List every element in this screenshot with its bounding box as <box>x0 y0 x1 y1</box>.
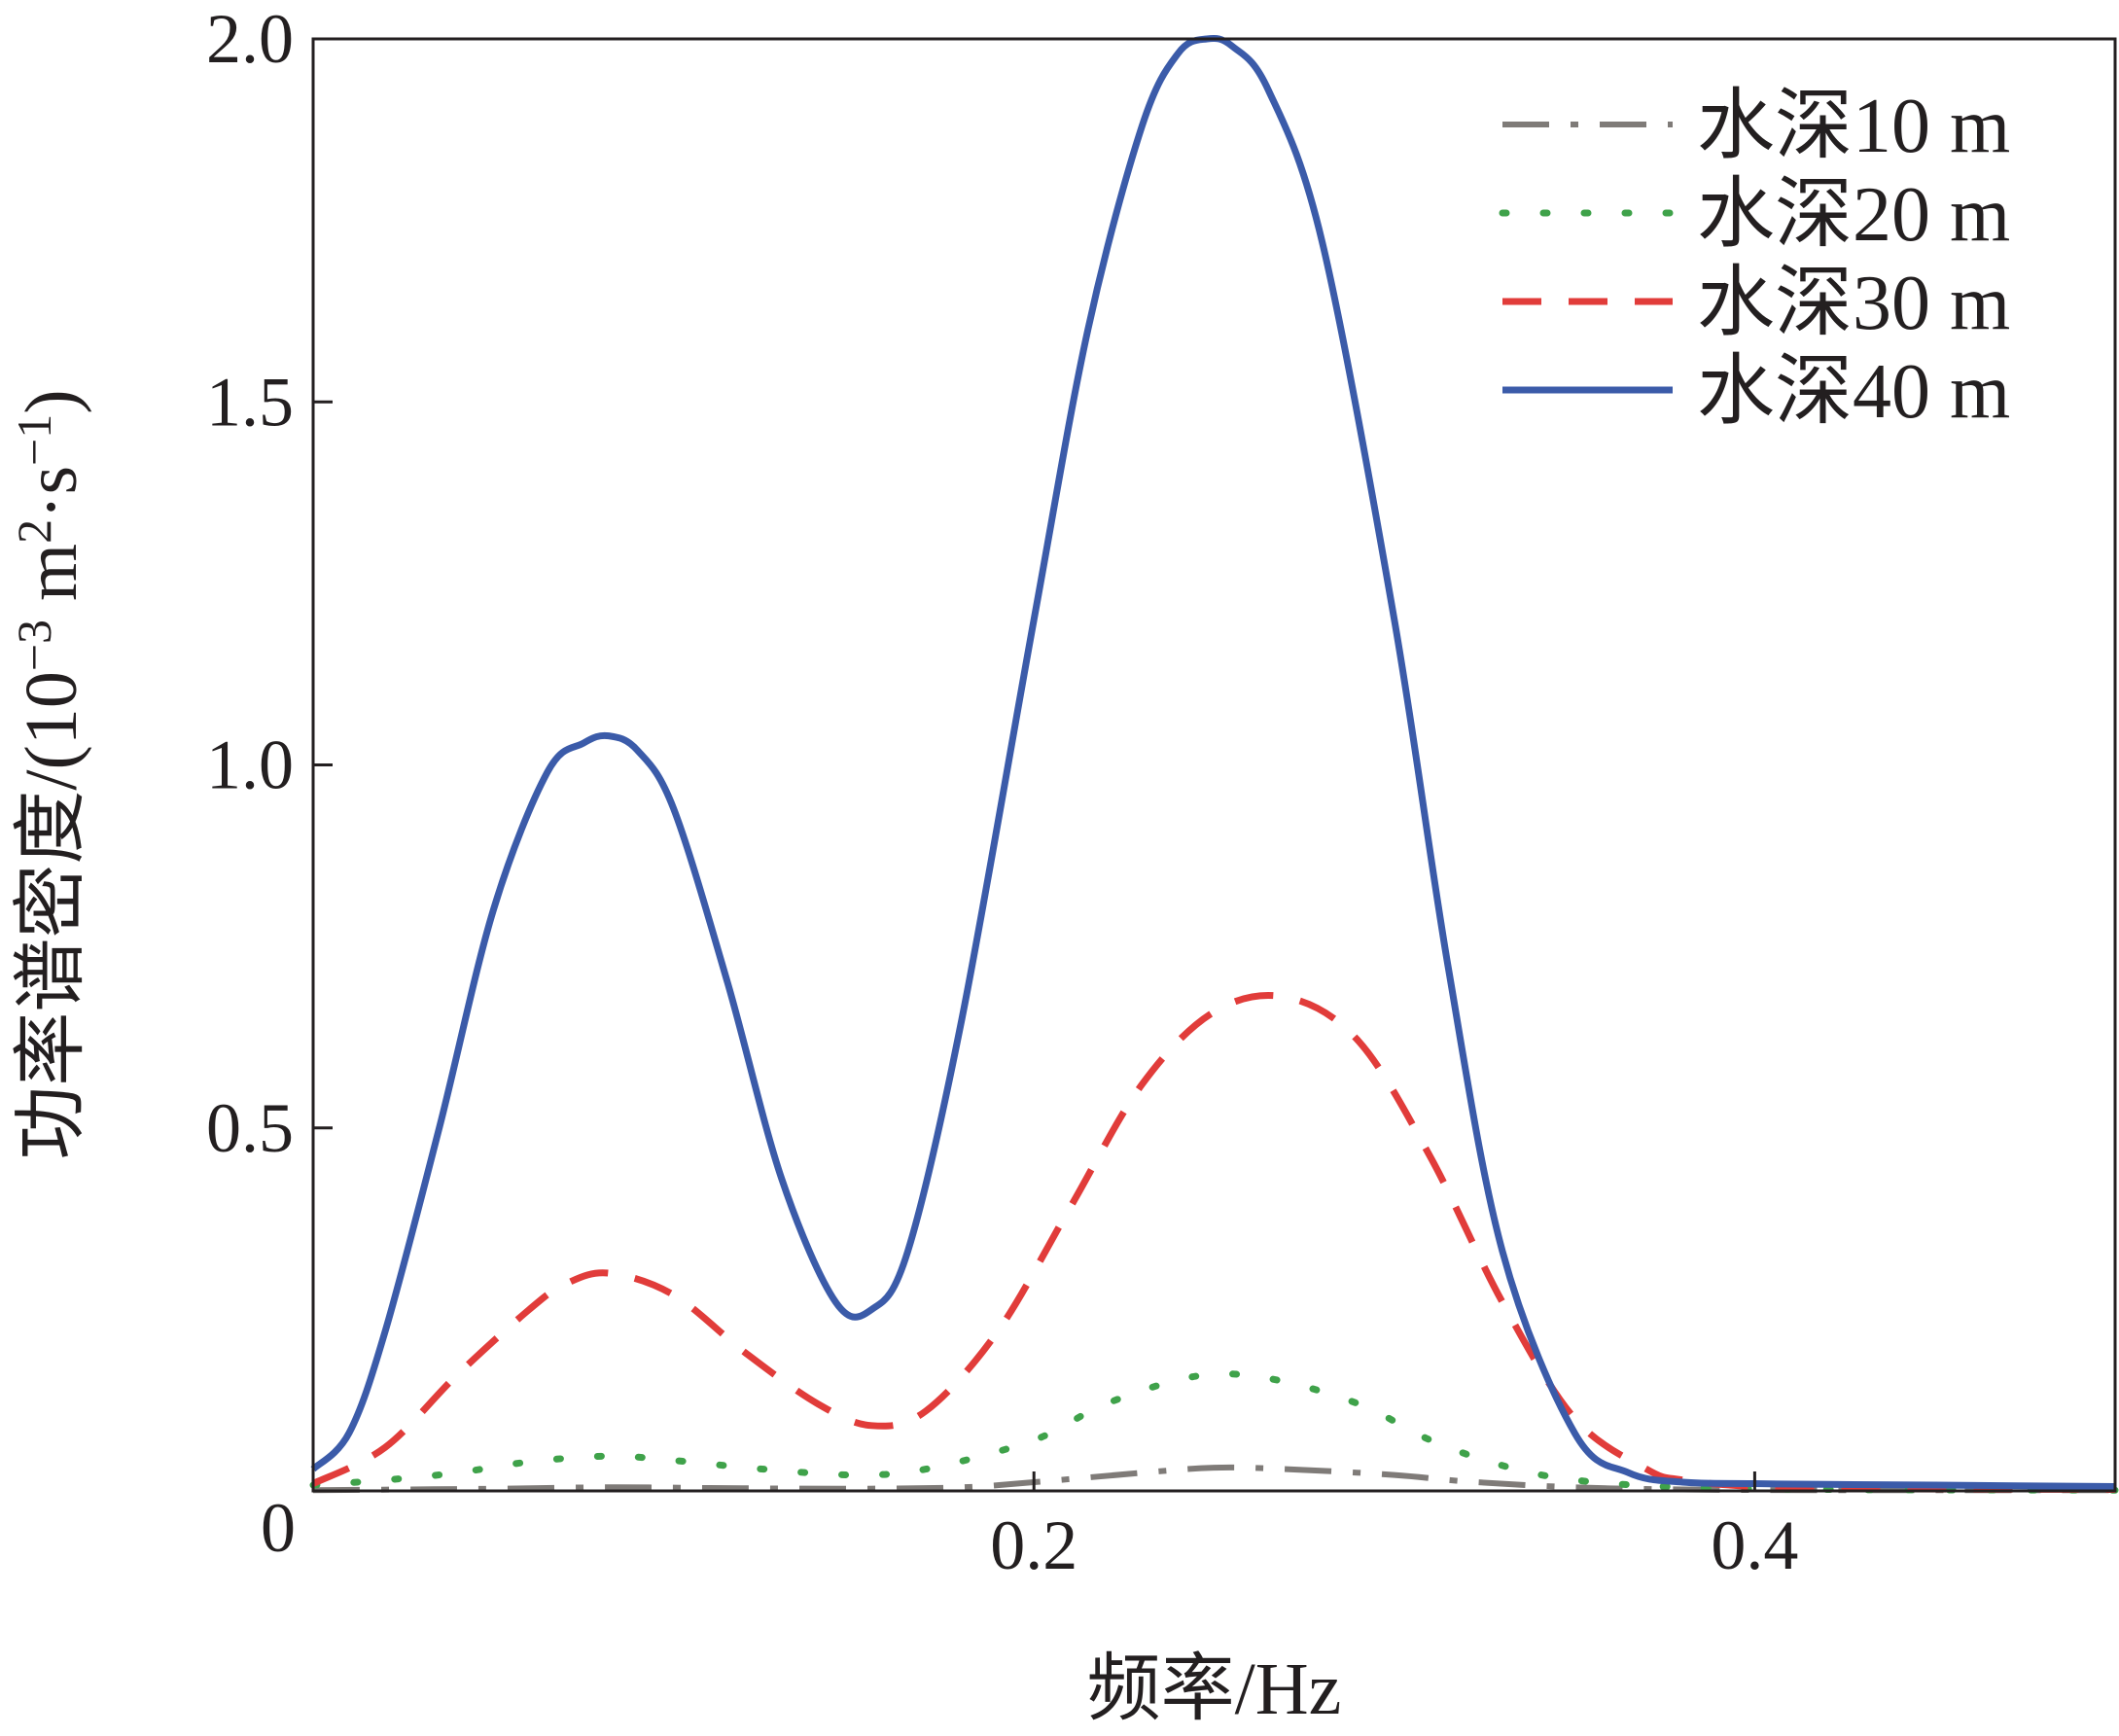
x-axis-title: 频率/Hz <box>1087 1648 1342 1730</box>
y-axis-title-end: ) <box>11 389 92 413</box>
legend-label-1: 水深10 m <box>1697 84 2010 169</box>
series-line-2 <box>309 1370 2119 1494</box>
series-line-3 <box>311 992 2116 1494</box>
y-axis-title-main: 功率谱密度/(10 <box>11 671 92 1159</box>
x-tick-label: 0.4 <box>1711 1506 1798 1584</box>
legend-label-4: 水深40 m <box>1697 349 2010 435</box>
origin-tick-label: 0 <box>261 1489 296 1567</box>
y-axis-title-exp1: −3 <box>7 620 61 671</box>
y-tick-label: 1.0 <box>206 726 294 804</box>
x-tick-label: 0.2 <box>990 1506 1077 1584</box>
series-line-1 <box>312 1464 2115 1494</box>
series-line-4 <box>310 34 2116 1491</box>
y-axis-title-mid2: ·s <box>11 466 92 519</box>
axis-ticks: 0.2 0.4 0.5 1.0 1.5 2.0 <box>206 0 1798 1584</box>
y-axis-title: 功率谱密度/(10−3 m2·s−1) <box>7 389 92 1159</box>
y-axis-title-mid: m <box>11 544 92 620</box>
y-axis-title-exp2: 2 <box>7 519 61 544</box>
series-group <box>309 34 2119 1494</box>
y-axis-title-exp3: −1 <box>7 414 61 466</box>
y-tick-label: 0.5 <box>206 1089 294 1167</box>
legend-label-3: 水深30 m <box>1697 261 2010 346</box>
y-tick-label: 1.5 <box>206 363 294 441</box>
legend-label-2: 水深20 m <box>1697 172 2010 258</box>
y-tick-label: 2.0 <box>206 0 294 78</box>
